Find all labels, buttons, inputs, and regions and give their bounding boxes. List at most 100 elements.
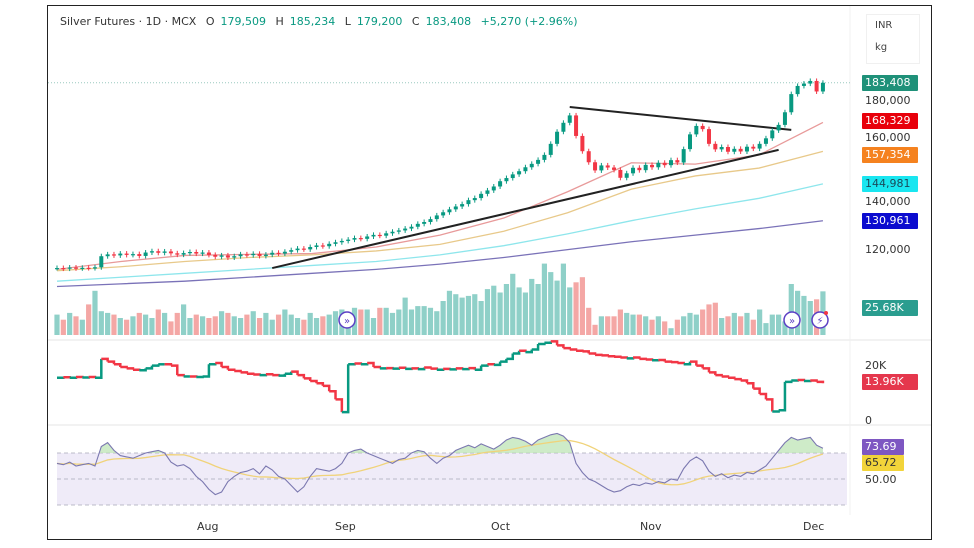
candle	[187, 252, 192, 254]
candle	[238, 254, 243, 257]
unit-selector[interactable]: INR kg	[866, 14, 920, 64]
candle	[491, 186, 496, 191]
indicator-step	[240, 371, 249, 374]
x-label-oct: Oct	[491, 520, 511, 533]
volume-bar	[782, 321, 788, 335]
candle	[548, 143, 553, 155]
candle	[738, 148, 743, 152]
volume-bar	[244, 314, 250, 335]
indicator-step	[449, 368, 458, 371]
indicator-step	[614, 355, 622, 358]
indicator-step	[563, 346, 571, 350]
volume-bar	[643, 316, 649, 335]
candle	[149, 251, 154, 253]
indicator-step	[202, 364, 211, 378]
candle	[118, 253, 123, 256]
indicator-step	[113, 363, 122, 367]
change-value: +5,270 (+2.96%)	[480, 15, 578, 28]
candle	[706, 129, 711, 144]
volume-bar	[592, 324, 598, 335]
candle	[219, 255, 224, 257]
indicator-step	[595, 353, 603, 357]
volume-bar	[288, 314, 294, 335]
volume-bar	[795, 290, 801, 335]
indicator-step	[816, 380, 825, 384]
candle	[396, 230, 401, 232]
volume-bar	[465, 295, 472, 335]
candle	[162, 251, 167, 253]
candle	[751, 146, 756, 149]
candle	[814, 80, 819, 92]
candle	[143, 252, 148, 256]
indicator-step	[715, 373, 723, 377]
volume-bar	[579, 277, 585, 335]
volume-bar	[573, 282, 579, 335]
candle	[504, 178, 509, 182]
volume-bar	[105, 312, 111, 335]
candle	[55, 268, 59, 270]
volume-bar	[326, 314, 332, 335]
volume-bar	[681, 316, 687, 335]
candle	[770, 130, 775, 139]
candle	[498, 181, 503, 187]
volume-bar	[744, 312, 750, 335]
indicator-step	[398, 366, 407, 370]
dividend-event-marker	[338, 311, 356, 329]
indicator-step	[677, 361, 685, 365]
volume-bar	[92, 290, 98, 335]
volume-bar	[117, 318, 123, 335]
price-tick: 160,000	[865, 131, 911, 144]
candle	[631, 167, 636, 174]
candle	[757, 143, 762, 149]
indicator-step	[639, 357, 647, 361]
indicator-step	[82, 376, 90, 379]
volume-bar	[484, 289, 491, 335]
candle	[137, 254, 142, 256]
candle	[542, 154, 547, 160]
indicator-step	[335, 398, 344, 413]
indicator-step	[487, 363, 496, 366]
candle	[713, 143, 718, 150]
indicator-step	[164, 363, 173, 366]
indicator-step	[740, 379, 749, 384]
candle	[675, 160, 680, 163]
indicator-step	[696, 364, 704, 369]
volume-bar	[516, 287, 522, 335]
indicator-step	[803, 379, 812, 383]
volume-bar	[567, 287, 573, 335]
candle	[650, 164, 655, 168]
indicator-step	[626, 357, 635, 360]
price-tick: 120,000	[865, 243, 911, 256]
candle	[662, 162, 667, 166]
volume-bar	[440, 301, 446, 335]
indicator-step	[246, 372, 255, 375]
volume-bar	[668, 328, 674, 335]
volume-bar	[453, 294, 459, 335]
volume-bar	[693, 314, 699, 335]
candle	[460, 204, 465, 207]
last-price-badge: 183,408	[862, 75, 918, 91]
volume-bar	[263, 312, 269, 335]
ma3-badge: 144,981	[862, 176, 918, 192]
moving-average-line-2	[56, 150, 824, 272]
indicator-step	[601, 354, 609, 357]
candle	[808, 80, 813, 84]
indicator-step	[727, 376, 736, 380]
candle	[314, 245, 319, 247]
indicator-step	[392, 367, 401, 370]
volume-bar	[554, 280, 560, 335]
volume-bar	[446, 290, 453, 335]
volume-bar	[491, 285, 497, 335]
candle	[257, 253, 262, 256]
indicator-step	[538, 342, 546, 346]
indicator-step	[576, 349, 584, 353]
indicator-step	[746, 381, 755, 389]
indicator-step	[791, 379, 799, 382]
candle	[580, 135, 585, 152]
volume-bar	[149, 318, 155, 335]
volume-bar	[332, 311, 339, 335]
indicator-step	[588, 352, 597, 355]
indicator-step	[227, 368, 236, 372]
volume-bar	[776, 314, 782, 335]
